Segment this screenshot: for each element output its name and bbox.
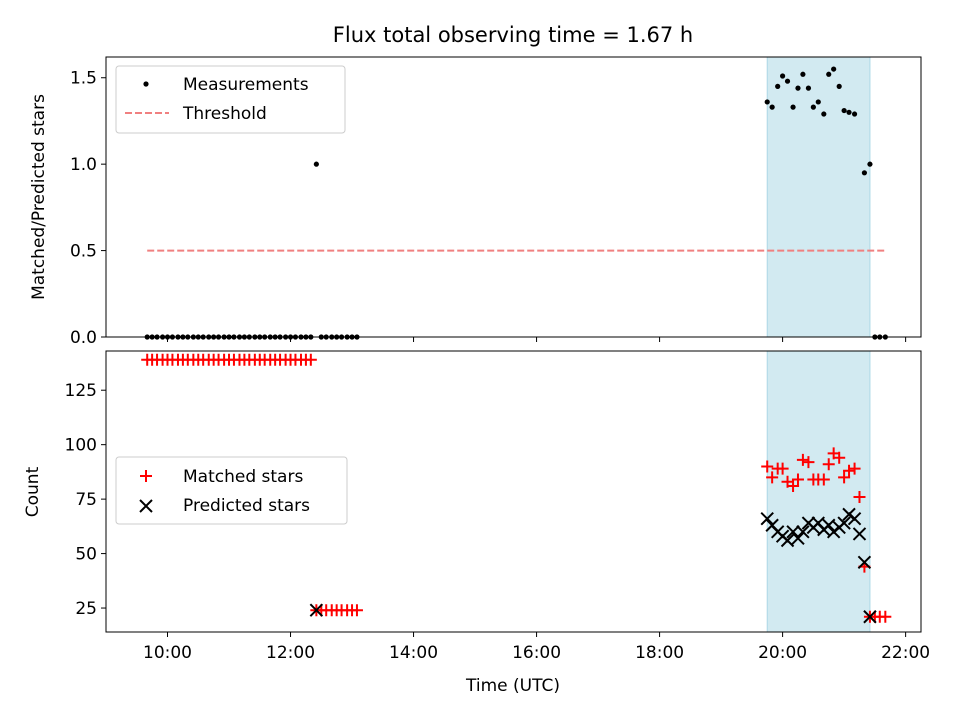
predicted-star-point [847, 512, 862, 526]
measurement-point [836, 83, 842, 89]
measurement-point [790, 104, 796, 110]
panel-ratio: 0.0 0.5 1.0 1.5 Matched/Predicted stars Mea… [29, 56, 922, 348]
predicted-star-point [863, 610, 877, 624]
y-tick-label: 50 [75, 545, 97, 565]
measurement-point [831, 66, 837, 72]
x-tick-label: 18:00 [635, 643, 684, 663]
shaded-region [766, 56, 871, 338]
matched-star-point [843, 464, 856, 477]
axes-frame-bottom [105, 350, 922, 633]
measurement-point [841, 107, 847, 114]
x-tick-label: 12:00 [266, 643, 315, 663]
predicted-star-point [760, 512, 774, 526]
predicted-star-point [857, 555, 872, 570]
matched-star-point [853, 490, 866, 503]
legend-label-predicted: Predicted stars [183, 496, 310, 516]
matched-star-point [796, 453, 809, 466]
y-tick-label: 75 [75, 490, 97, 510]
x-axis-label: Time (UTC) [465, 676, 560, 696]
y-axis-label-top: Matched/Predicted stars [29, 94, 49, 300]
measurement-point [769, 104, 775, 110]
axes-frame-top [105, 56, 922, 338]
y-tick-label: 1.5 [70, 69, 97, 89]
x-tick-label: 16:00 [512, 643, 561, 663]
legend-label-matched: Matched stars [183, 467, 303, 487]
measurement-point [805, 85, 812, 91]
matched-star-point [791, 473, 804, 486]
matched-star-point [761, 460, 774, 473]
matched-star-point [304, 353, 317, 366]
measurement-point [764, 99, 770, 105]
legend-bottom: Matched stars Predicted stars [115, 456, 348, 525]
legend-box-top [115, 65, 346, 134]
x-tick-label: 14:00 [389, 643, 438, 663]
legend-label-measurements: Measurements [183, 75, 309, 95]
measurement-point [851, 111, 858, 117]
matched-star-point [802, 456, 815, 469]
measurement-point [826, 71, 832, 77]
y-tick-label: 125 [65, 381, 97, 401]
matched-star-point [879, 610, 892, 623]
shaded-region [766, 350, 871, 633]
measurement-point [313, 161, 319, 167]
legend-marker-predicted [139, 499, 153, 513]
y-axis-label-bottom: Count [23, 466, 43, 517]
legend-marker-measurements [143, 81, 149, 87]
matched-star-point [817, 473, 830, 486]
measurement-point [775, 83, 781, 89]
matched-star-point [776, 462, 789, 475]
predicted-star-point [780, 533, 795, 548]
measurement-point [780, 73, 786, 79]
panel-count: 25 50 75 100 125 10:00 12:00 14:00 16:00 18:00 20… [23, 350, 930, 696]
measurement-point [846, 109, 852, 115]
measurement-point [861, 170, 868, 176]
predicted-star-point [791, 531, 805, 546]
x-tick-label: 22:00 [881, 643, 930, 663]
legend-marker-matched [140, 470, 152, 482]
predicted-star-point [796, 525, 810, 539]
legend-box-bottom [115, 456, 348, 525]
measurement-point [867, 161, 873, 167]
matched-star-point [350, 604, 363, 617]
measurement-point [784, 78, 791, 84]
predicted-star-point [786, 525, 800, 539]
legend-top: Measurements Threshold [115, 65, 346, 134]
measurement-point [815, 99, 821, 105]
measurement-point [800, 71, 806, 77]
matched-star-point [833, 451, 846, 464]
y-tick-label: 1.0 [70, 155, 97, 175]
y-tick-label: 0.0 [70, 328, 97, 348]
y-tick-label: 25 [75, 599, 97, 619]
matched-star-point [822, 458, 835, 471]
x-tick-label: 20:00 [758, 643, 807, 663]
predicted-star-point [309, 603, 324, 617]
measurement-point [810, 104, 816, 110]
y-tick-label: 0.5 [70, 242, 97, 262]
measurement-point [795, 85, 801, 91]
measurement-point [821, 111, 827, 117]
x-tick-label: 10:00 [143, 643, 192, 663]
predicted-star-point [837, 516, 851, 530]
predicted-star-point [852, 527, 867, 541]
predicted-star-point [822, 518, 836, 532]
matched-star-point [838, 471, 851, 484]
matched-star-point [848, 462, 861, 475]
matched-star-point [766, 471, 779, 484]
chart-title: Flux total observing time = 1.67 h [333, 23, 693, 47]
y-tick-label: 100 [65, 436, 97, 456]
legend-label-threshold: Threshold [182, 104, 267, 124]
matched-star-point [787, 480, 800, 493]
